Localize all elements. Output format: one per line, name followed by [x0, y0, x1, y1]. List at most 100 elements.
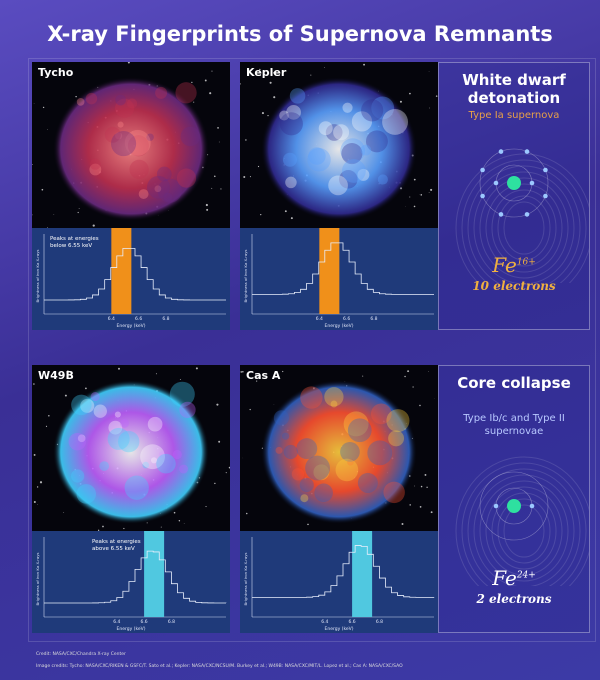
star	[228, 466, 230, 469]
nebula	[261, 380, 417, 524]
star	[240, 83, 241, 85]
star	[240, 371, 243, 373]
graphic: 6.4 6.6 6.8 Energy (keV) Brightness of iron …	[32, 228, 230, 330]
star	[429, 107, 430, 109]
star	[256, 380, 258, 382]
star	[195, 367, 198, 370]
ion-charge: 16+	[516, 257, 536, 268]
star	[155, 373, 157, 375]
filament	[127, 135, 149, 157]
star	[242, 370, 244, 373]
graphic	[455, 456, 589, 586]
star	[243, 176, 246, 179]
credit: Credit: NASA/CXC/Chandra X-ray Center	[36, 652, 126, 657]
filament	[147, 175, 170, 199]
filament	[118, 430, 140, 453]
star	[409, 196, 411, 198]
star	[290, 217, 293, 220]
filament	[104, 126, 121, 143]
filament	[285, 176, 297, 189]
star	[214, 482, 216, 485]
ion-symbol: Fe	[492, 253, 517, 277]
x-tick-label: 6.6	[135, 316, 142, 322]
filament	[147, 416, 163, 432]
electron	[480, 193, 485, 199]
star	[205, 203, 208, 207]
filament	[114, 411, 121, 418]
chart-note: Peaks at energies below 6.55 keV	[50, 236, 99, 249]
x-axis-label: Energy (keV)	[117, 626, 146, 632]
electron	[543, 167, 548, 173]
filament	[179, 401, 196, 419]
filament	[115, 132, 123, 140]
star	[36, 486, 39, 488]
y-axis-label: Brightness of iron Kα X-rays	[35, 553, 40, 606]
filament	[282, 152, 298, 167]
star	[225, 472, 227, 474]
filament	[76, 98, 85, 106]
star	[419, 506, 422, 508]
star	[267, 115, 269, 117]
filament	[157, 178, 182, 203]
star	[424, 473, 427, 476]
filament	[343, 411, 369, 437]
star	[32, 163, 33, 165]
panel-name: Cas A	[246, 369, 281, 382]
title: X-ray Fingerprints of Supernova Remnants	[47, 22, 553, 46]
filament	[279, 110, 290, 121]
star	[47, 226, 48, 228]
info-heading: Core collapse	[457, 374, 571, 392]
credit: Image credits: Tycho: NASA/CXC/RIKEN & G…	[36, 664, 403, 669]
filament	[357, 472, 378, 493]
filament	[361, 99, 384, 122]
star	[430, 511, 433, 514]
star	[217, 127, 219, 129]
filament	[114, 98, 135, 118]
nebula	[53, 77, 209, 221]
info-heading: White dwarf detonation	[462, 71, 566, 107]
star	[205, 505, 207, 508]
electron	[524, 149, 530, 154]
filament	[120, 418, 130, 428]
filament	[117, 121, 124, 128]
orbit	[479, 148, 549, 218]
fingerprint	[455, 153, 589, 283]
fingerprint	[485, 183, 563, 273]
star	[191, 81, 193, 84]
star	[362, 375, 364, 377]
ion-symbol: Fe	[492, 566, 517, 590]
star	[173, 511, 176, 514]
star	[273, 72, 275, 74]
star	[245, 139, 247, 141]
filament	[386, 409, 410, 433]
star	[249, 176, 252, 178]
star	[404, 375, 406, 378]
star	[259, 68, 261, 71]
x-tick-label: 6.8	[376, 619, 383, 625]
star	[48, 415, 50, 417]
orbit	[479, 471, 549, 541]
filament	[90, 392, 100, 402]
star	[63, 512, 65, 513]
star	[45, 425, 48, 427]
fingerprint	[467, 468, 581, 586]
star	[33, 500, 36, 503]
filament	[275, 446, 283, 454]
star	[77, 211, 79, 214]
star	[209, 92, 212, 95]
y-axis-label: Brightness of iron Kα X-rays	[243, 553, 248, 606]
filament	[71, 469, 85, 483]
star	[407, 370, 410, 373]
filament	[377, 174, 388, 185]
filament	[388, 430, 405, 447]
energy-band	[111, 228, 132, 314]
filament	[367, 440, 393, 466]
star	[414, 485, 416, 487]
filament	[325, 124, 343, 141]
filament	[314, 483, 333, 503]
x-tick-label: 6.4	[108, 316, 115, 322]
star	[282, 370, 284, 373]
star	[413, 178, 416, 181]
filament	[340, 138, 366, 164]
filament	[324, 387, 344, 407]
